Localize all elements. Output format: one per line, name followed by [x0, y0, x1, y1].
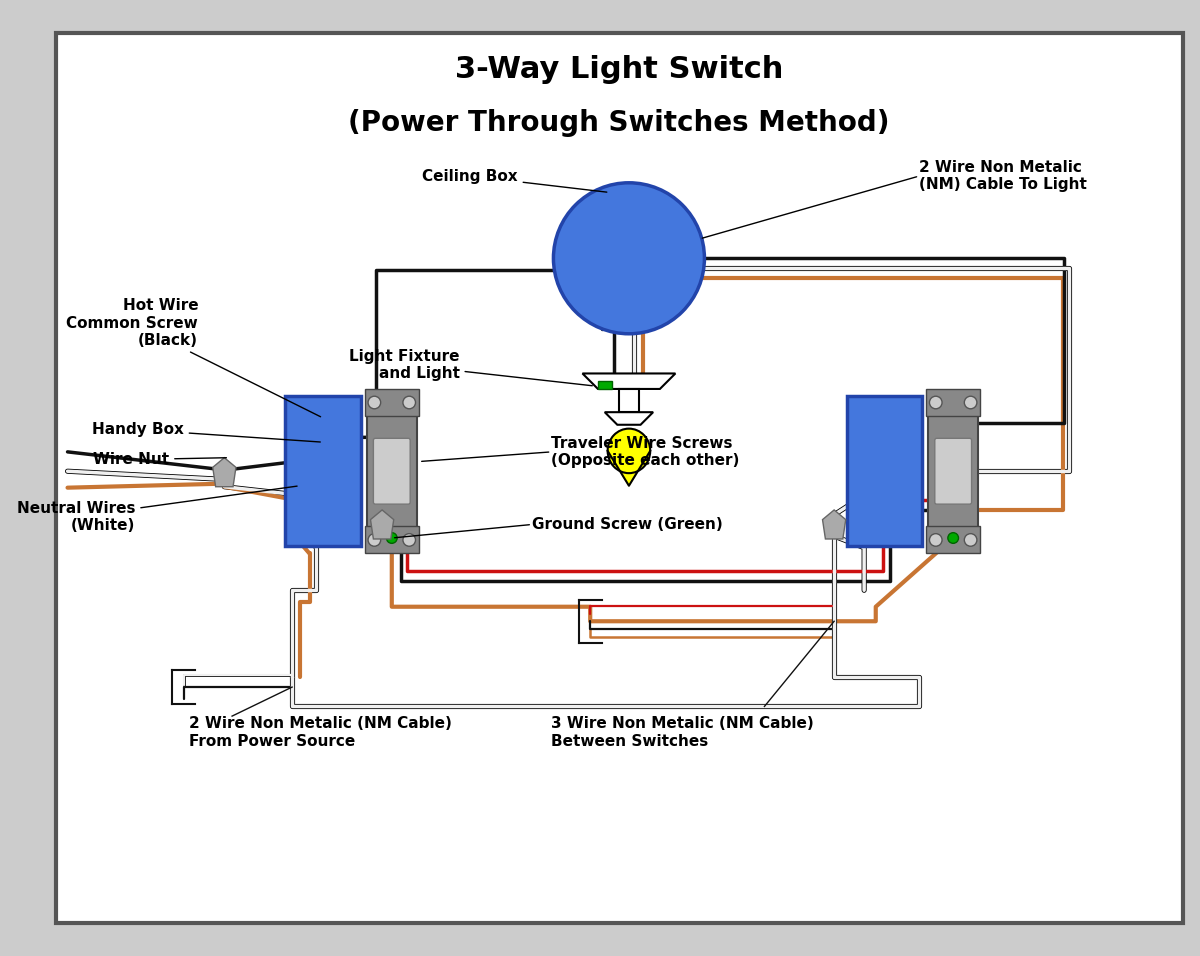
Text: Handy Box: Handy Box [92, 423, 320, 442]
Bar [365, 389, 419, 416]
Circle shape [965, 533, 977, 546]
Bar [365, 527, 419, 554]
Text: Wire Nut: Wire Nut [94, 452, 227, 467]
Polygon shape [605, 412, 653, 424]
Bar [926, 527, 980, 554]
Text: Traveler Wire Screws
(Opposite each other): Traveler Wire Screws (Opposite each othe… [552, 436, 740, 468]
Ellipse shape [607, 428, 650, 473]
Text: 2 Wire Non Metalic
(NM) Cable To Light: 2 Wire Non Metalic (NM) Cable To Light [919, 160, 1087, 192]
Circle shape [930, 396, 942, 409]
Circle shape [930, 533, 942, 546]
Bar [598, 381, 612, 389]
Bar [928, 393, 978, 550]
Text: Hot Wire
Common Screw
(Black): Hot Wire Common Screw (Black) [66, 298, 320, 417]
Text: Ground Screw (Green): Ground Screw (Green) [532, 517, 722, 532]
Polygon shape [822, 510, 846, 539]
Circle shape [386, 532, 397, 543]
FancyBboxPatch shape [373, 438, 410, 504]
Bar [367, 393, 416, 550]
Circle shape [965, 396, 977, 409]
Text: (Power Through Switches Method): (Power Through Switches Method) [348, 109, 890, 137]
Text: 3 Wire Non Metalic (NM Cable)
Between Switches: 3 Wire Non Metalic (NM Cable) Between Sw… [552, 716, 815, 749]
Circle shape [368, 533, 380, 546]
Polygon shape [582, 374, 676, 389]
Polygon shape [212, 458, 236, 487]
Text: Light Fixture
and Light: Light Fixture and Light [349, 349, 593, 385]
Text: 2 Wire Non Metalic (NM Cable)
From Power Source: 2 Wire Non Metalic (NM Cable) From Power… [188, 716, 451, 749]
Circle shape [403, 396, 415, 409]
FancyBboxPatch shape [935, 438, 972, 504]
Bar [847, 396, 923, 546]
Circle shape [553, 183, 704, 334]
Polygon shape [371, 510, 394, 539]
Text: 3-Way Light Switch: 3-Way Light Switch [455, 55, 784, 84]
Circle shape [403, 533, 415, 546]
Bar [286, 396, 361, 546]
Circle shape [948, 532, 959, 543]
Text: Ceiling Box: Ceiling Box [422, 168, 607, 192]
Text: Neutral Wires
(White): Neutral Wires (White) [17, 486, 298, 532]
Circle shape [368, 396, 380, 409]
Bar [926, 389, 980, 416]
Bar [619, 389, 638, 412]
Polygon shape [607, 428, 650, 486]
